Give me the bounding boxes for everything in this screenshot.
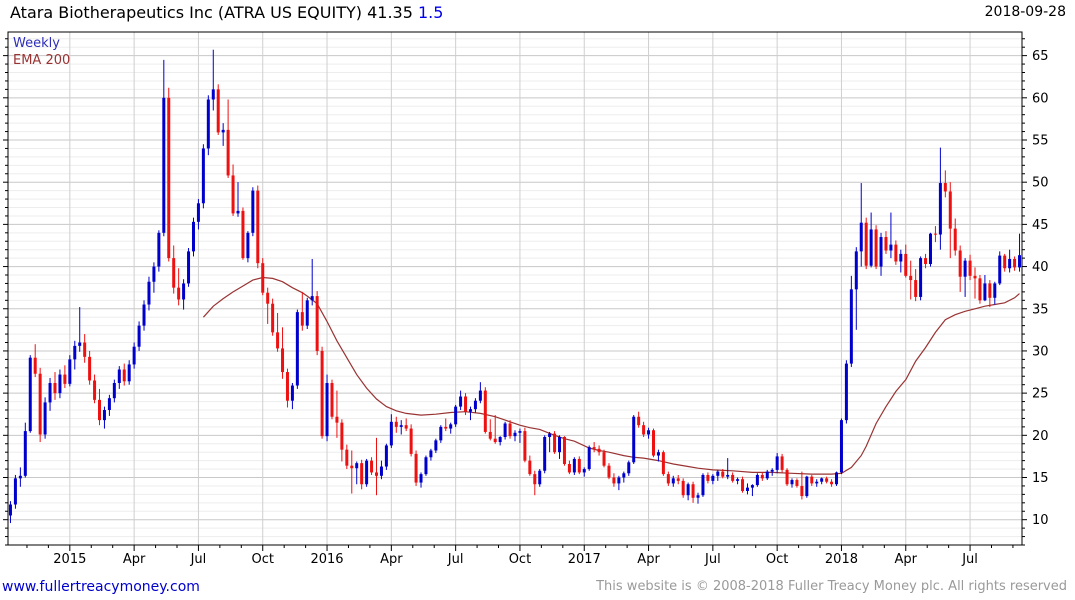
svg-text:2015: 2015 bbox=[53, 552, 86, 567]
svg-text:Apr: Apr bbox=[380, 552, 403, 567]
svg-text:60: 60 bbox=[1032, 91, 1049, 106]
svg-text:Jul: Jul bbox=[704, 552, 721, 567]
svg-text:45: 45 bbox=[1032, 218, 1049, 233]
svg-text:Apr: Apr bbox=[123, 552, 146, 567]
last-price: 41.35 bbox=[367, 3, 413, 22]
svg-text:Oct: Oct bbox=[251, 552, 273, 567]
as-of-date: 2018-09-28 bbox=[984, 4, 1066, 20]
svg-text:Apr: Apr bbox=[895, 552, 918, 567]
svg-text:Jul: Jul bbox=[447, 552, 464, 567]
svg-text:Apr: Apr bbox=[637, 552, 660, 567]
svg-text:Jul: Jul bbox=[190, 552, 207, 567]
legend-ema-200: EMA 200 bbox=[13, 53, 71, 68]
svg-text:65: 65 bbox=[1032, 49, 1049, 64]
svg-text:40: 40 bbox=[1032, 260, 1049, 275]
y-axis-labels: 10 15 20 25 30 35 40 45 50 55 60 65 bbox=[1032, 49, 1049, 528]
svg-text:2017: 2017 bbox=[568, 552, 601, 567]
page-title: Atara Biotherapeutics Inc (ATRA US EQUIT… bbox=[10, 3, 362, 22]
svg-text:20: 20 bbox=[1032, 429, 1049, 444]
price-change: 1.5 bbox=[417, 3, 444, 22]
svg-text:Oct: Oct bbox=[509, 552, 531, 567]
svg-text:30: 30 bbox=[1032, 344, 1049, 359]
major-gridlines bbox=[8, 55, 1022, 521]
plot-border bbox=[7, 31, 1023, 546]
svg-text:2016: 2016 bbox=[310, 552, 343, 567]
legend-weekly: Weekly bbox=[13, 36, 60, 51]
svg-text:50: 50 bbox=[1032, 176, 1049, 191]
svg-text:25: 25 bbox=[1032, 387, 1049, 402]
minor-gridlines bbox=[8, 38, 1022, 546]
vertical-gridlines bbox=[69, 32, 971, 545]
candles bbox=[8, 49, 1022, 524]
chart-header: Atara Biotherapeutics Inc (ATRA US EQUIT… bbox=[10, 3, 443, 22]
svg-text:Jul: Jul bbox=[961, 552, 978, 567]
svg-text:10: 10 bbox=[1032, 513, 1049, 528]
svg-text:55: 55 bbox=[1032, 134, 1049, 149]
footer-site-link[interactable]: www.fullertreacymoney.com bbox=[2, 579, 200, 595]
svg-text:15: 15 bbox=[1032, 471, 1049, 486]
x-axis-labels: 2015 Apr Jul Oct 2016 Apr Jul Oct 2017 Apr Jul Oct 2… bbox=[53, 552, 978, 567]
svg-text:2018: 2018 bbox=[825, 552, 858, 567]
x-axis-ticks bbox=[26, 545, 1014, 551]
y-axis-ticks bbox=[3, 38, 1027, 546]
svg-text:35: 35 bbox=[1032, 302, 1049, 317]
footer-copyright: This website is © 2008-2018 Fuller Treac… bbox=[596, 579, 1067, 594]
svg-text:Oct: Oct bbox=[766, 552, 788, 567]
